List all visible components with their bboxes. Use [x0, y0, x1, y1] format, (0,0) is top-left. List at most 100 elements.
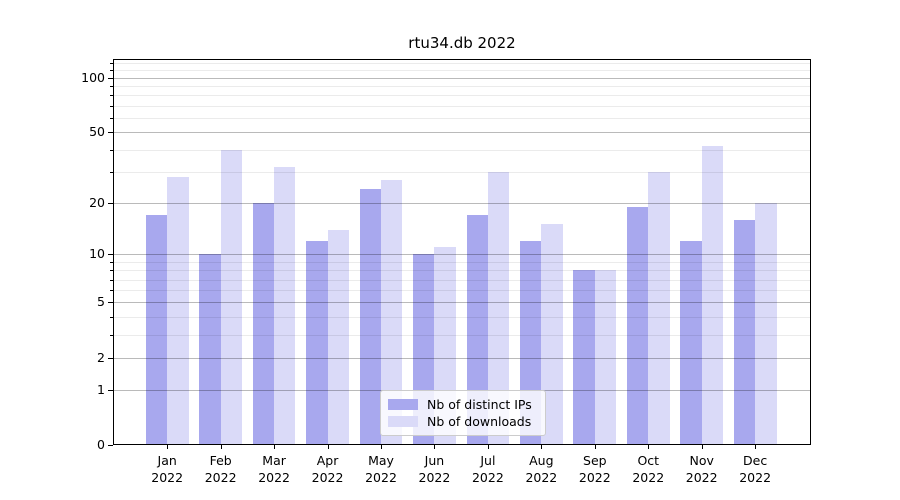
y-tick-label: 0 [97, 437, 105, 452]
bar-distinct-ips [306, 240, 328, 444]
y-tick-mark [110, 171, 113, 173]
x-tick-label: May 2022 [365, 453, 397, 485]
gridline-minor [114, 171, 810, 173]
y-tick-mark [110, 149, 113, 151]
x-tick-mark [220, 445, 222, 449]
y-tick-label: 1 [97, 381, 105, 397]
x-tick-mark [327, 445, 329, 449]
bar-distinct-ips [199, 254, 221, 444]
gridline-major [114, 357, 810, 359]
legend-item: Nb of distinct IPs [388, 396, 537, 413]
x-tick-mark [541, 445, 543, 449]
legend-label: Nb of distinct IPs [427, 397, 532, 412]
x-tick-mark [381, 445, 382, 449]
bar-distinct-ips [252, 202, 275, 444]
x-tick-label: Apr 2022 [311, 453, 344, 485]
gridline-minor [114, 70, 810, 72]
x-tick-mark [274, 445, 276, 449]
y-tick-label: 20 [89, 194, 105, 210]
gridline-minor [114, 149, 810, 151]
y-tick-mark [108, 302, 113, 304]
x-tick-label: Dec 2022 [739, 453, 772, 485]
x-tick-label: Jan 2022 [151, 453, 184, 485]
gridline-minor [114, 105, 810, 107]
gridline-minor [114, 290, 810, 292]
bar-downloads [701, 145, 724, 444]
legend-item: Nb of downloads [388, 413, 537, 430]
gridline-major [114, 132, 810, 134]
y-tick-mark [108, 445, 113, 446]
bar-downloads [381, 179, 403, 444]
x-tick-mark [434, 445, 436, 449]
gridline-minor [114, 117, 810, 119]
gridline-major [114, 302, 810, 304]
y-tick-mark [110, 316, 113, 318]
legend: Nb of distinct IPs Nb of downloads [380, 390, 546, 436]
chart-title: rtu34.db 2022 [408, 34, 516, 52]
y-tick-label: 2 [97, 349, 105, 365]
gridline-minor [114, 316, 810, 318]
x-tick-mark [594, 445, 596, 449]
x-tick-mark [648, 445, 650, 449]
x-tick-label: Jun 2022 [418, 453, 451, 485]
legend-label: Nb of downloads [427, 414, 532, 429]
gridline-minor [114, 95, 810, 97]
gridline-minor [114, 270, 810, 272]
bar-downloads [594, 270, 617, 444]
y-tick-mark [108, 77, 113, 79]
y-tick-mark [110, 279, 113, 281]
y-tick-mark [108, 254, 113, 256]
legend-swatch [388, 399, 418, 410]
bar-downloads [648, 171, 670, 444]
bar-downloads [167, 177, 189, 444]
y-tick-mark [110, 117, 113, 119]
y-tick-mark [110, 63, 113, 65]
bar-distinct-ips [626, 206, 649, 444]
bar-distinct-ips [359, 188, 381, 444]
bar-downloads [755, 202, 777, 444]
gridline-minor [114, 334, 810, 336]
bar-distinct-ips [733, 219, 756, 444]
y-tick-mark [108, 132, 113, 134]
gridline-major [114, 202, 810, 204]
x-tick-label: Aug 2022 [525, 453, 558, 485]
gridline-major [114, 77, 810, 79]
y-tick-mark [110, 334, 113, 336]
bar-downloads [220, 149, 243, 444]
y-tick-mark [110, 290, 113, 292]
bar-distinct-ips [145, 215, 168, 444]
gridline-minor [114, 86, 810, 88]
bar-downloads [274, 166, 296, 444]
y-tick-label: 50 [89, 124, 105, 140]
y-tick-mark [108, 202, 113, 204]
x-tick-mark [755, 445, 757, 449]
bar-downloads [541, 224, 563, 444]
gridline-minor [114, 261, 810, 263]
x-tick-label: Nov 2022 [685, 453, 718, 485]
y-tick-mark [110, 86, 113, 88]
x-tick-label: Mar 2022 [258, 453, 290, 485]
bar-distinct-ips [466, 215, 488, 444]
x-tick-label: Sep 2022 [578, 453, 611, 485]
x-tick-mark [701, 445, 703, 449]
y-tick-mark [110, 261, 113, 263]
gridline-major [114, 254, 810, 256]
bar-distinct-ips [680, 240, 702, 444]
y-tick-mark [110, 95, 113, 97]
x-tick-label: Jul 2022 [471, 453, 504, 485]
gridline-minor [114, 279, 810, 281]
bar-distinct-ips [573, 270, 595, 444]
y-tick-mark [110, 105, 113, 107]
plot-area [113, 59, 811, 445]
y-tick-mark [108, 357, 113, 359]
y-tick-label: 10 [89, 246, 105, 262]
x-tick-label: Feb 2022 [204, 453, 237, 485]
x-tick-mark [167, 445, 169, 449]
bar-downloads [487, 171, 510, 444]
y-tick-mark [110, 270, 113, 272]
legend-swatch [388, 416, 418, 427]
x-tick-label: Oct 2022 [632, 453, 665, 485]
y-tick-mark [110, 70, 113, 72]
y-tick-mark [108, 389, 113, 391]
